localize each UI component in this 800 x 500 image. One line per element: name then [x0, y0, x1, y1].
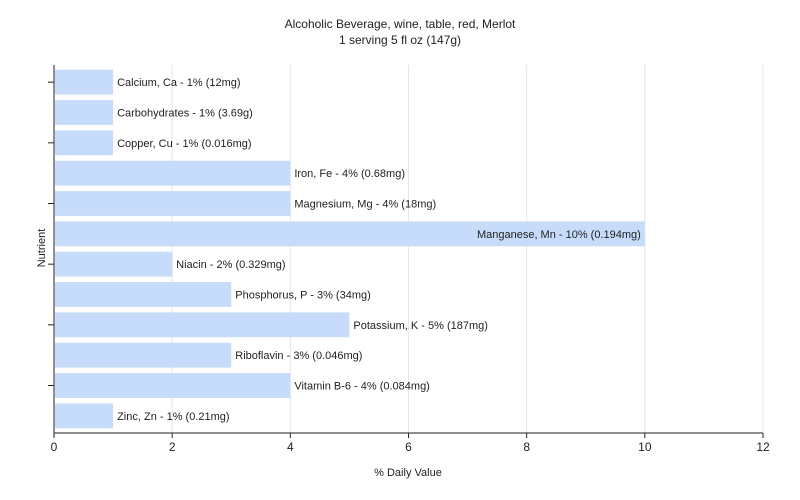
bar-label: Manganese, Mn - 10% (0.194mg) — [477, 229, 641, 241]
bar-label: Magnesium, Mg - 4% (18mg) — [294, 199, 436, 211]
chart-subtitle: 1 serving 5 fl oz (147g) — [339, 33, 461, 47]
bar-label: Iron, Fe - 4% (0.68mg) — [294, 168, 405, 180]
bar — [55, 160, 291, 186]
bar — [55, 251, 173, 277]
bar-label: Copper, Cu - 1% (0.016mg) — [117, 138, 252, 150]
bar-label: Vitamin B-6 - 4% (0.084mg) — [294, 381, 430, 393]
bar — [55, 373, 291, 398]
bar — [55, 282, 232, 307]
bar-label: Carbohydrates - 1% (3.69g) — [117, 108, 253, 120]
bar-label: Zinc, Zn - 1% (0.21mg) — [117, 411, 229, 423]
bar — [55, 130, 114, 156]
bar-label: Niacin - 2% (0.329mg) — [176, 259, 285, 271]
x-tick-label: 12 — [756, 440, 770, 454]
bar — [55, 69, 114, 95]
x-axis-label: % Daily Value — [374, 467, 442, 479]
x-tick-label: 2 — [169, 440, 176, 454]
x-tick-label: 4 — [287, 440, 294, 454]
x-tick-label: 8 — [523, 440, 530, 454]
x-tick-label: 10 — [638, 440, 652, 454]
bars: Calcium, Ca - 1% (12mg) Carbohydrates - 1… — [55, 69, 645, 429]
bar-label: Phosphorus, P - 3% (34mg) — [235, 290, 371, 302]
chart-title: Alcoholic Beverage, wine, table, red, Me… — [285, 17, 516, 31]
bar-label: Calcium, Ca - 1% (12mg) — [117, 77, 240, 89]
bar — [55, 221, 645, 247]
bar-label: Riboflavin - 3% (0.046mg) — [235, 350, 362, 362]
x-tick-label: 6 — [405, 440, 412, 454]
y-axis-label: Nutrient — [36, 229, 48, 268]
bar-label: Potassium, K - 5% (187mg) — [353, 320, 488, 332]
bar — [55, 342, 232, 368]
bar — [55, 100, 114, 125]
grid-lines — [171, 65, 764, 433]
x-tick-label: 0 — [51, 440, 58, 454]
bar — [55, 191, 291, 216]
bar — [55, 403, 114, 429]
bar — [55, 312, 350, 338]
axes: 0 2 4 6 8 10 12 — [48, 65, 770, 454]
